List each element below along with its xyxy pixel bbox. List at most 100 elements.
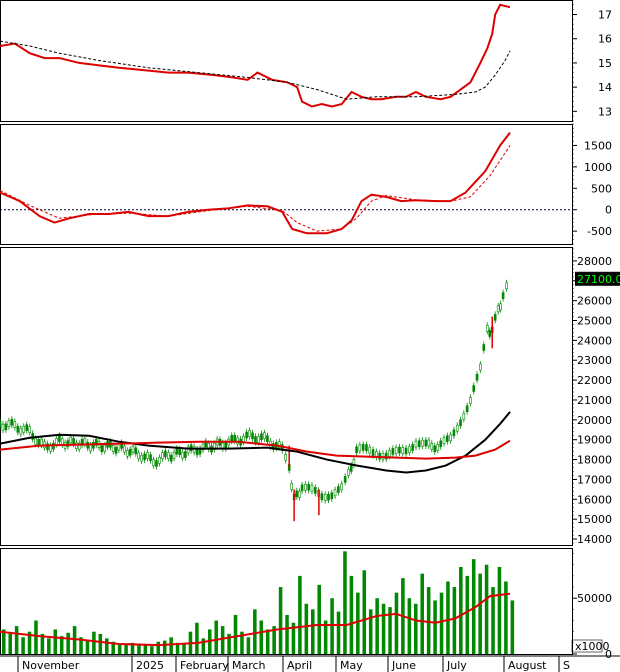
candle-body	[430, 443, 434, 450]
candle-body	[184, 451, 187, 458]
volume-bar	[66, 632, 70, 654]
volume-bar	[388, 607, 392, 654]
y-tick-label: 18000	[577, 454, 612, 467]
candle-body	[433, 445, 437, 453]
volume-bar	[510, 600, 515, 654]
volume-bar	[169, 637, 173, 654]
x-tick-label: March	[232, 659, 266, 672]
y-tick-label: 17	[598, 9, 612, 22]
macd-line	[0, 131, 511, 235]
candle-body	[330, 492, 334, 500]
candle-body	[391, 448, 395, 455]
candle-body	[134, 447, 138, 455]
candle-body	[89, 444, 92, 452]
candle-body	[462, 413, 466, 420]
candle-body	[333, 489, 337, 497]
candle-body	[388, 450, 391, 457]
volume-bar	[8, 633, 12, 654]
candle-body	[40, 438, 43, 446]
volume-bar	[47, 638, 51, 654]
y-tick-label: 21000	[577, 394, 612, 407]
candle-body	[384, 452, 388, 460]
volume-bar	[246, 637, 251, 654]
volume-bar	[21, 637, 25, 654]
candle-body	[493, 314, 497, 321]
candle-body	[19, 427, 23, 435]
y-tick-label: 19000	[577, 434, 612, 447]
candle-body	[300, 484, 304, 492]
candle-body	[128, 448, 132, 456]
candle-body	[349, 465, 353, 472]
volume-bar	[394, 592, 399, 654]
x-axis: November 2025 February March April May June Jul…	[0, 655, 620, 672]
volume-bar	[182, 643, 186, 654]
y-tick-label: 23000	[577, 354, 612, 367]
volume-bar	[85, 640, 90, 654]
candle-body	[421, 439, 424, 447]
candle-body	[358, 444, 362, 452]
candle-body	[361, 443, 365, 451]
candle-body	[13, 421, 17, 428]
x-tick-label: February	[180, 659, 229, 672]
volume-bar	[343, 551, 347, 654]
candle-body	[482, 344, 486, 351]
candle-body	[175, 447, 179, 455]
volume-bar	[227, 633, 231, 654]
candle-body	[4, 423, 8, 431]
panel-frame	[0, 124, 573, 245]
candle-body	[465, 405, 469, 413]
volume-bar	[452, 587, 457, 654]
candle-body	[414, 440, 418, 448]
volume-bar	[381, 603, 386, 654]
candle-body	[77, 442, 81, 450]
candle-body	[66, 440, 70, 447]
candle-body	[58, 435, 61, 442]
volume-bar	[265, 629, 270, 654]
candle-body	[161, 452, 164, 459]
volume-bar	[117, 645, 122, 654]
candle-body	[16, 426, 20, 433]
candle-body	[37, 439, 40, 446]
candle-body	[449, 434, 452, 442]
candle-body	[320, 493, 324, 500]
candle-body	[137, 452, 140, 460]
candle-body	[394, 447, 398, 454]
y-tick-label: 16	[598, 33, 612, 46]
candle-body	[34, 437, 37, 445]
volume-bar	[34, 620, 38, 654]
candle-body	[368, 446, 372, 454]
candle-body	[337, 486, 340, 493]
x-tick-label: June	[391, 659, 416, 672]
candle-body	[123, 445, 126, 453]
candle-body	[485, 325, 489, 332]
volume-bar	[2, 629, 6, 654]
candle-body	[233, 434, 237, 442]
volume-bar	[426, 587, 431, 654]
candle-body	[290, 482, 293, 490]
candle-body	[260, 433, 263, 441]
volume-panel: 0 50000 x1000	[0, 548, 612, 661]
candle-body	[83, 437, 87, 445]
candle-body	[126, 450, 129, 457]
volume-bar	[465, 575, 470, 654]
volume-bar	[53, 629, 58, 654]
volume-bar	[330, 598, 334, 654]
y-tick-label: 17000	[577, 473, 612, 486]
volume-bar	[362, 570, 367, 654]
candle-body	[459, 419, 462, 427]
volume-bar	[497, 566, 502, 654]
candle-body	[277, 441, 281, 448]
candle-body	[186, 446, 190, 454]
candle-body	[505, 282, 508, 290]
candle-body	[371, 449, 375, 456]
candle-body	[263, 432, 266, 440]
candle-body	[427, 439, 431, 447]
candle-body	[452, 429, 456, 437]
candle-body	[111, 445, 115, 452]
volume-bar	[407, 598, 412, 654]
candle-body	[479, 363, 482, 371]
unit-box	[571, 639, 603, 653]
x-tick-label: May	[340, 659, 363, 672]
